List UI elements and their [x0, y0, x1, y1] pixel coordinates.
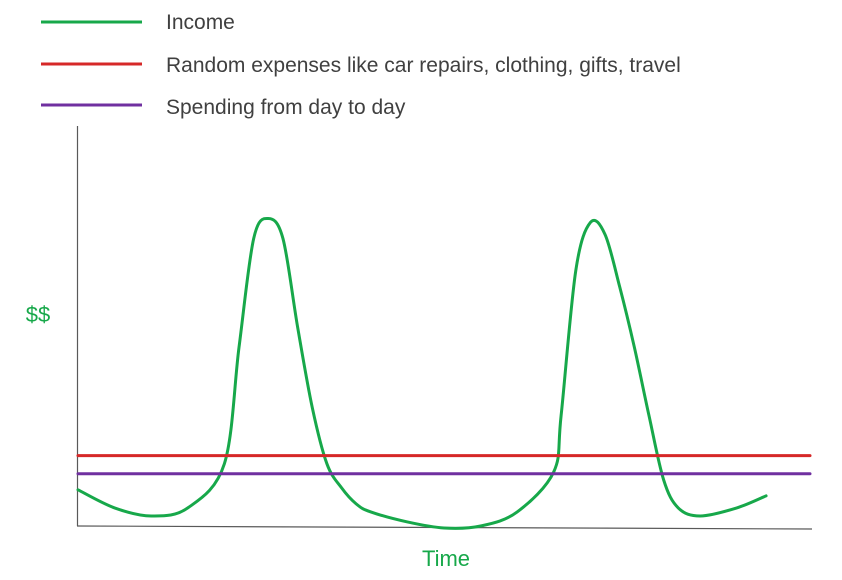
legend-label-random-expenses: Random expenses like car repairs, clothi…	[166, 54, 681, 77]
legend-label-income: Income	[166, 11, 235, 34]
legend-label-day-to-day-spending: Spending from day to day	[166, 96, 406, 119]
legend-item-random-expenses: Random expenses like car repairs, clothi…	[41, 54, 681, 77]
y-axis-label: $$	[26, 302, 50, 327]
legend-item-day-to-day-spending: Spending from day to day	[41, 96, 406, 119]
x-axis-label: Time	[422, 546, 470, 571]
legend-item-income: Income	[41, 11, 235, 34]
series-line-income	[76, 216, 768, 530]
legend: Income Random expenses like car repairs,…	[41, 11, 681, 119]
